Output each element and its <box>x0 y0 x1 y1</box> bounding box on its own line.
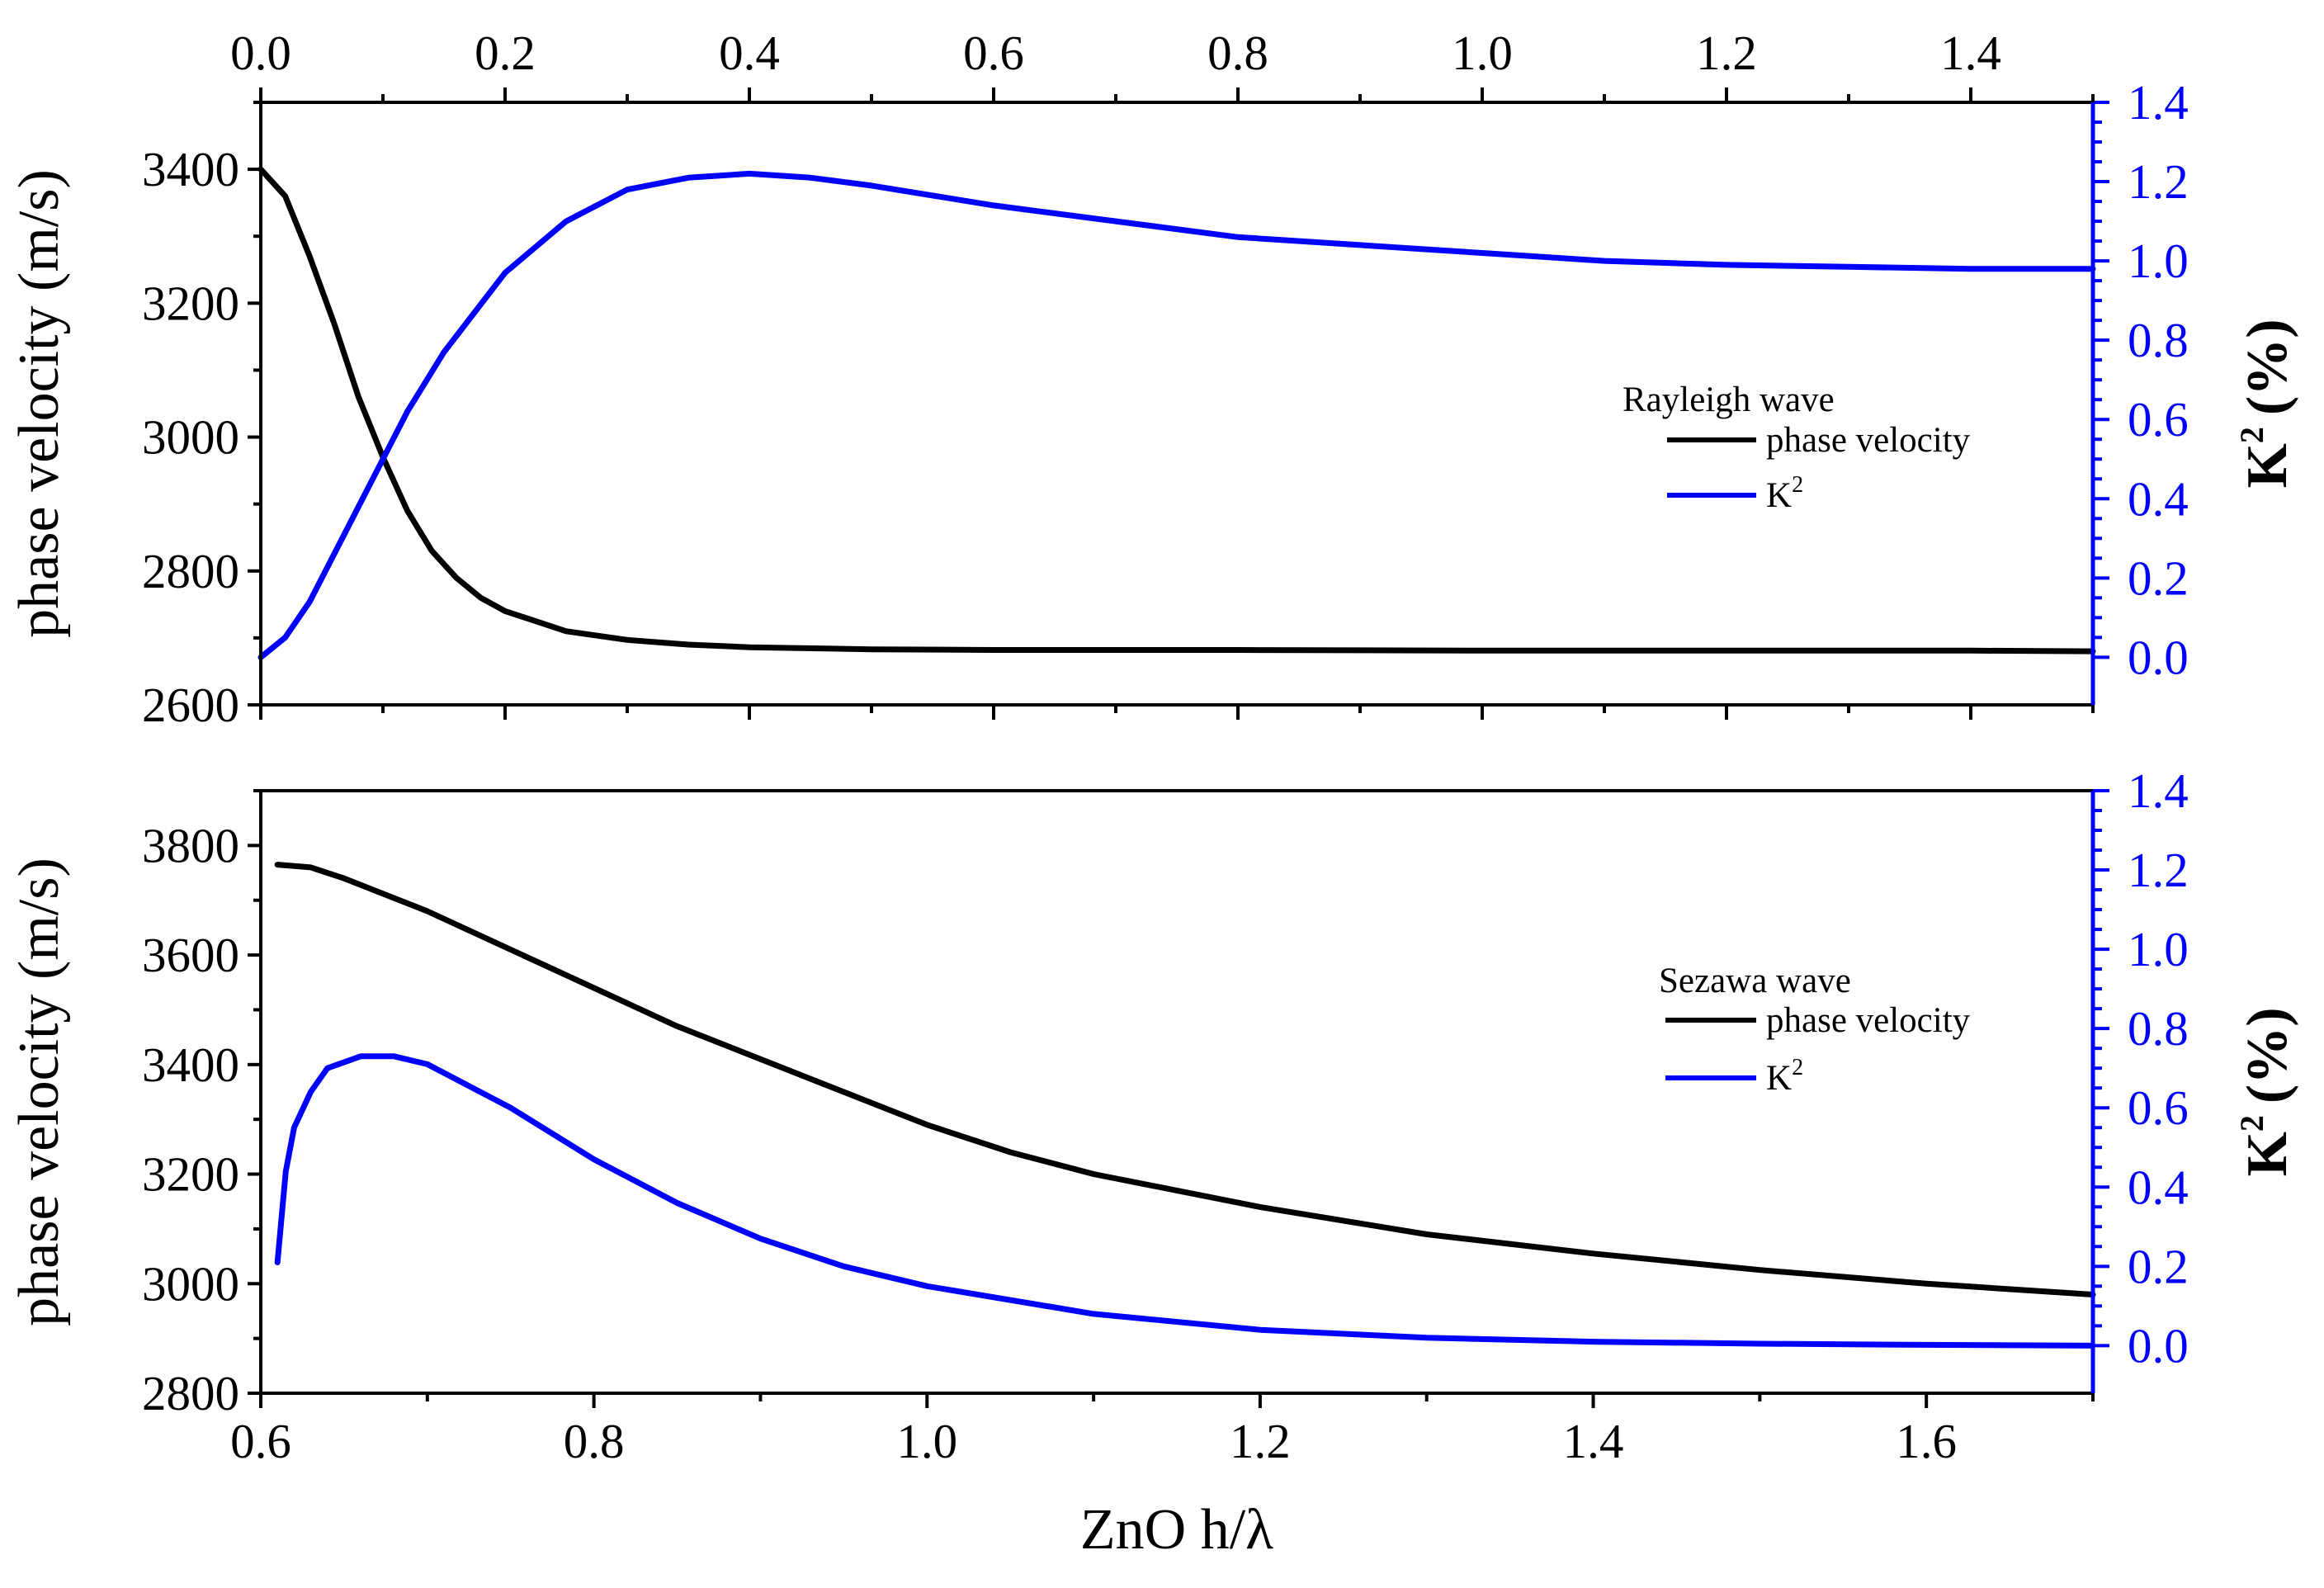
rayleigh-legend-k2-sup: 2 <box>1792 472 1803 498</box>
sezawa-left-tick-label: 3600 <box>142 928 239 982</box>
rayleigh-y-axis-title: phase velocity (m/s) <box>7 169 71 638</box>
rayleigh-legend-title: Rayleigh wave <box>1623 380 1835 419</box>
sezawa-x-tick-label: 1.4 <box>1563 1414 1624 1468</box>
sezawa-left-tick-label: 3400 <box>142 1037 239 1092</box>
sezawa-y2-title-sup: 2 <box>2233 1115 2270 1132</box>
sezawa-right-tick-label: 1.2 <box>2128 843 2189 897</box>
sezawa-legend-title: Sezawa wave <box>1659 962 1851 1000</box>
rayleigh-legend-k2-main: K <box>1766 476 1792 515</box>
sezawa-right-tick-label: 1.0 <box>2128 922 2189 976</box>
rayleigh-left-tick-label: 2600 <box>142 678 239 732</box>
rayleigh-x-tick-label: 0.2 <box>475 26 536 80</box>
rayleigh-left-ticks: 2600 2800 3000 3200 3400 <box>142 101 261 732</box>
rayleigh-right-tick-label: 0.8 <box>2128 313 2189 367</box>
sezawa-y2-axis-title: K2 (%) <box>2233 1007 2299 1176</box>
sezawa-legend-k2-sup: 2 <box>1792 1055 1803 1080</box>
rayleigh-legend-label-phase-velocity: phase velocity <box>1766 421 1971 460</box>
rayleigh-series-layer <box>257 166 2096 660</box>
rayleigh-x-tick-label: 0.8 <box>1207 26 1268 80</box>
sezawa-y-axis-title: phase velocity (m/s) <box>7 858 71 1326</box>
sezawa-series-phase-velocity-line <box>274 862 2096 1297</box>
rayleigh-series-phase-velocity-line <box>257 166 2096 655</box>
rayleigh-right-tick-label: 0.2 <box>2128 551 2189 605</box>
sezawa-x-tick-label: 1.6 <box>1896 1414 1957 1468</box>
rayleigh-series-k2-line <box>257 170 2096 660</box>
sezawa-left-tick-label: 3200 <box>142 1147 239 1202</box>
rayleigh-right-tick-label: 0.6 <box>2128 392 2189 447</box>
rayleigh-right-tick-label: 0.0 <box>2128 630 2189 684</box>
rayleigh-right-tick-label: 1.2 <box>2128 154 2189 209</box>
sezawa-series-layer <box>274 862 2096 1349</box>
rayleigh-x-tick-label: 0.4 <box>719 26 780 80</box>
rayleigh-y2-title-sup: 2 <box>2233 427 2270 443</box>
sezawa-right-tick-label: 0.2 <box>2128 1239 2189 1293</box>
rayleigh-right-tick-label: 1.0 <box>2128 234 2189 288</box>
rayleigh-right-tick-label: 1.4 <box>2128 75 2189 130</box>
x-axis-title: ZnO h/λ <box>1080 1498 1273 1562</box>
rayleigh-x-tick-label: 1.0 <box>1452 26 1513 80</box>
rayleigh-legend-label-k2: K2 <box>1766 472 1803 515</box>
sezawa-right-tick-label: 0.0 <box>2128 1318 2189 1373</box>
rayleigh-panel: 2600 2800 3000 3200 3400 0.0 0.2 0.4 0.6 0.8 1.0 1… <box>7 26 2299 732</box>
rayleigh-left-tick-label: 2800 <box>142 544 239 598</box>
sezawa-legend-label-phase-velocity: phase velocity <box>1766 1001 1971 1040</box>
sezawa-right-tick-label: 1.4 <box>2128 763 2189 818</box>
sezawa-right-tick-label: 0.4 <box>2128 1160 2189 1214</box>
rayleigh-x-tick-label: 1.4 <box>1940 26 2001 80</box>
sezawa-y2-title-rest: (%) <box>2236 1007 2299 1104</box>
sezawa-legend-label-k2: K2 <box>1766 1055 1803 1098</box>
rayleigh-x-tick-label: 0.0 <box>230 26 291 80</box>
sezawa-right-ticks: 0.0 0.2 0.4 0.6 0.8 1.0 1.2 1.4 <box>2093 763 2189 1373</box>
rayleigh-right-tick-label: 0.4 <box>2128 471 2189 526</box>
rayleigh-y2-axis-title: K2 (%) <box>2233 319 2299 488</box>
rayleigh-y2-title-rest: (%) <box>2236 319 2299 415</box>
sezawa-left-tick-label: 2800 <box>142 1366 239 1420</box>
sezawa-panel: 2800 3000 3200 3400 3600 3800 0.0 0.2 0.4 0.6 0.8… <box>7 763 2299 1562</box>
rayleigh-left-tick-label: 3200 <box>142 276 239 330</box>
rayleigh-y2-title-main: K <box>2236 443 2299 488</box>
sezawa-x-tick-label: 0.8 <box>564 1414 625 1468</box>
sezawa-right-tick-label: 0.8 <box>2128 1001 2189 1056</box>
sezawa-x-tick-label: 1.0 <box>896 1414 957 1468</box>
sezawa-x-ticks: 0.6 0.8 1.0 1.2 1.4 1.6 <box>230 1393 2095 1468</box>
sezawa-legend: Sezawa wave phase velocity K2 <box>1659 962 1971 1098</box>
rayleigh-left-tick-label: 3000 <box>142 410 239 465</box>
sezawa-legend-k2-main: K <box>1766 1059 1792 1098</box>
sezawa-left-tick-label: 3000 <box>142 1256 239 1311</box>
rayleigh-right-ticks: 0.0 0.2 0.4 0.6 0.8 1.0 1.2 1.4 <box>2093 75 2189 684</box>
sezawa-left-ticks: 2800 3000 3200 3400 3600 3800 <box>142 789 261 1420</box>
sezawa-plot-frame <box>259 789 2095 1395</box>
rayleigh-x-tick-label: 1.2 <box>1696 26 1757 80</box>
sezawa-series-k2-line <box>274 1053 2096 1349</box>
sezawa-x-tick-label: 1.2 <box>1230 1414 1291 1468</box>
sezawa-right-tick-label: 0.6 <box>2128 1080 2189 1135</box>
rayleigh-x-ticks: 0.0 0.2 0.4 0.6 0.8 1.0 1.2 1.4 <box>230 26 2095 720</box>
rayleigh-x-tick-label: 0.6 <box>963 26 1024 80</box>
sezawa-x-tick-label: 0.6 <box>230 1414 291 1468</box>
sezawa-left-tick-label: 3800 <box>142 818 239 872</box>
rayleigh-left-tick-label: 3400 <box>142 142 239 196</box>
rayleigh-legend: Rayleigh wave phase velocity K2 <box>1623 380 1971 515</box>
sezawa-y2-title-main: K <box>2236 1132 2299 1176</box>
